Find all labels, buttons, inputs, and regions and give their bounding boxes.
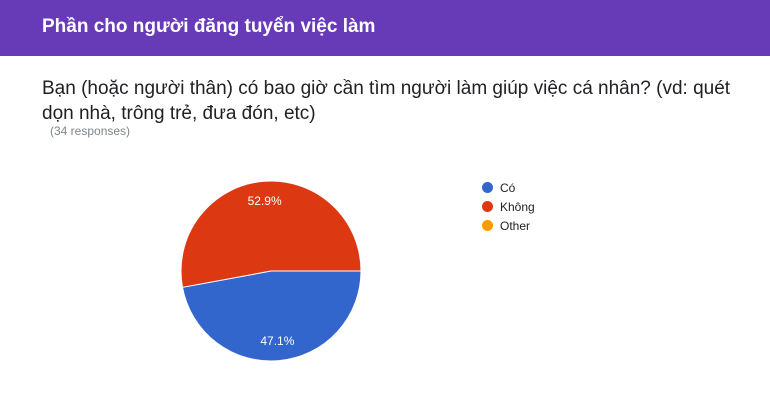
- header-title: Phần cho người đăng tuyển việc làm: [42, 16, 376, 37]
- form-header: Phần cho người đăng tuyển việc làm: [0, 0, 770, 56]
- chart-legend: Có Không Other: [482, 178, 535, 235]
- question-text: Bạn (hoặc người thân) có bao giờ cần tìm…: [42, 78, 731, 124]
- pie-slice-khong: [180, 180, 362, 288]
- legend-item-other: Other: [482, 216, 535, 235]
- legend-swatch-other: [482, 220, 493, 231]
- legend-swatch-co: [482, 182, 493, 193]
- pie-label-co: 47.1%: [260, 334, 294, 348]
- legend-item-co: Có: [482, 178, 535, 197]
- legend-swatch-khong: [482, 201, 493, 212]
- legend-label-other: Other: [500, 218, 531, 233]
- pie-slice-co: [181, 270, 362, 362]
- pie-label-khong: 52.9%: [248, 194, 282, 208]
- legend-item-khong: Không: [482, 197, 535, 216]
- legend-label-khong: Không: [500, 199, 535, 214]
- legend-label-co: Có: [500, 180, 516, 195]
- response-count: (34 responses): [50, 124, 131, 138]
